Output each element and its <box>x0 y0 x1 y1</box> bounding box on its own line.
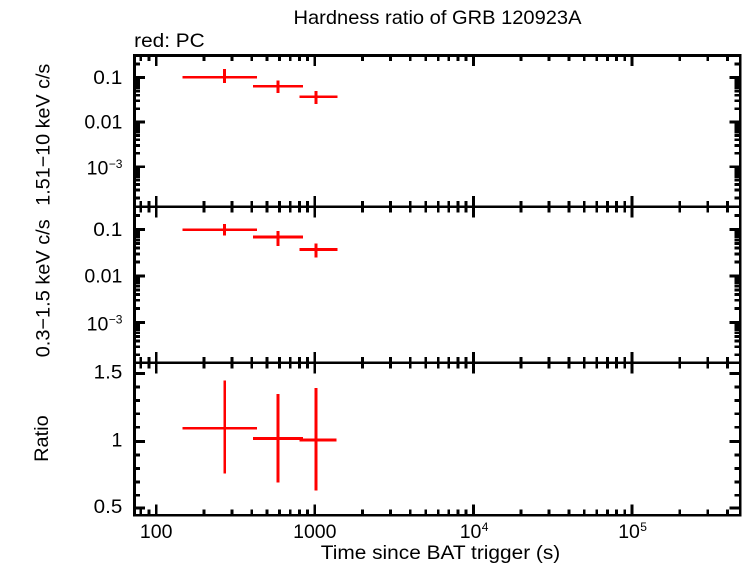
svg-text:5: 5 <box>640 520 647 534</box>
svg-text:0.5: 0.5 <box>94 496 123 518</box>
svg-text:0.1: 0.1 <box>93 67 122 89</box>
svg-text:Time since BAT trigger (s): Time since BAT trigger (s) <box>321 542 561 564</box>
svg-text:Hardness ratio of GRB 120923A: Hardness ratio of GRB 120923A <box>294 7 582 29</box>
svg-text:−3: −3 <box>109 157 123 171</box>
svg-text:0.3−1.5 keV c/s: 0.3−1.5 keV c/s <box>32 219 54 357</box>
svg-text:1000: 1000 <box>293 521 337 543</box>
svg-text:Ratio: Ratio <box>31 415 53 462</box>
svg-text:red: PC: red: PC <box>134 30 205 52</box>
svg-text:1: 1 <box>111 429 122 451</box>
svg-text:100: 100 <box>140 521 173 543</box>
svg-text:10: 10 <box>618 521 640 543</box>
svg-text:10: 10 <box>87 313 109 335</box>
svg-text:1.5: 1.5 <box>94 361 123 383</box>
svg-text:1.51−10 keV c/s: 1.51−10 keV c/s <box>32 63 54 205</box>
svg-text:0.1: 0.1 <box>93 219 122 241</box>
svg-text:0.01: 0.01 <box>84 111 122 133</box>
svg-text:10: 10 <box>87 158 109 180</box>
svg-text:0.01: 0.01 <box>84 265 122 287</box>
svg-text:4: 4 <box>482 520 489 534</box>
svg-text:−3: −3 <box>109 313 123 327</box>
svg-text:10: 10 <box>460 521 482 543</box>
